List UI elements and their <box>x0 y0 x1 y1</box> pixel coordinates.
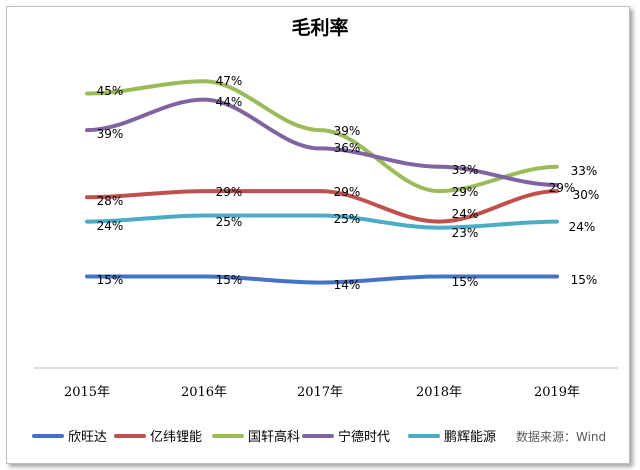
legend-item: 宁德时代 <box>302 429 390 445</box>
x-tick-layer: 2015年 2016年 2017年 2018年 2019年 <box>64 385 580 400</box>
series-line <box>85 213 559 230</box>
data-label: 25% <box>216 215 243 229</box>
series-line <box>85 189 559 224</box>
x-tick-label: 2015年 <box>64 385 110 400</box>
legend-item: 国轩高科 <box>212 429 300 445</box>
series-line <box>85 274 559 285</box>
chart-frame <box>6 6 630 464</box>
data-label: 29% <box>452 185 479 199</box>
data-label: 14% <box>334 278 361 292</box>
legend-label: 国轩高科 <box>248 429 300 445</box>
x-tick-label: 2016年 <box>181 385 227 400</box>
data-label-layer: 15% 15% 14% 15% 15% 28% 29% 29% 24% 29% 45% 47% 39% 2… <box>97 74 600 292</box>
data-label: 39% <box>334 124 361 138</box>
legend-label: 欣旺达 <box>68 430 107 445</box>
legend-label: 鹏辉能源 <box>444 430 496 445</box>
data-label: 29% <box>549 181 576 195</box>
data-label: 36% <box>334 141 361 155</box>
data-label: 24% <box>569 220 596 234</box>
data-label: 29% <box>334 185 361 199</box>
data-label: 45% <box>97 84 124 98</box>
series-line <box>85 97 559 187</box>
data-label: 15% <box>216 273 243 287</box>
chart-title: 毛利率 <box>291 16 348 39</box>
data-label: 44% <box>216 95 243 109</box>
series-layer <box>85 79 559 285</box>
source-note: 数据来源：Wind <box>516 429 606 444</box>
x-tick-label: 2017年 <box>297 385 343 400</box>
data-label: 28% <box>97 194 124 208</box>
data-label: 29% <box>216 185 243 199</box>
data-label: 33% <box>571 164 598 178</box>
data-label: 39% <box>97 127 124 141</box>
data-label: 23% <box>452 226 479 240</box>
data-label: 47% <box>216 74 243 88</box>
legend-label: 宁德时代 <box>338 429 390 445</box>
data-label: 33% <box>452 163 479 177</box>
legend: 欣旺达 亿纬锂能 国轩高科 宁德时代 鹏辉能源 <box>32 429 496 445</box>
data-label: 15% <box>452 275 479 289</box>
legend-item: 鹏辉能源 <box>408 430 496 445</box>
data-label: 30% <box>573 188 600 202</box>
legend-item: 亿纬锂能 <box>114 430 202 445</box>
data-label: 25% <box>334 212 361 226</box>
data-label: 15% <box>571 273 598 287</box>
legend-label: 亿纬锂能 <box>150 430 202 445</box>
data-label: 15% <box>97 273 124 287</box>
legend-item: 欣旺达 <box>32 430 107 445</box>
x-tick-label: 2018年 <box>416 385 462 400</box>
series-line <box>85 79 559 194</box>
x-tick-label: 2019年 <box>534 385 580 400</box>
data-label: 24% <box>452 207 479 221</box>
data-label: 24% <box>97 219 124 233</box>
